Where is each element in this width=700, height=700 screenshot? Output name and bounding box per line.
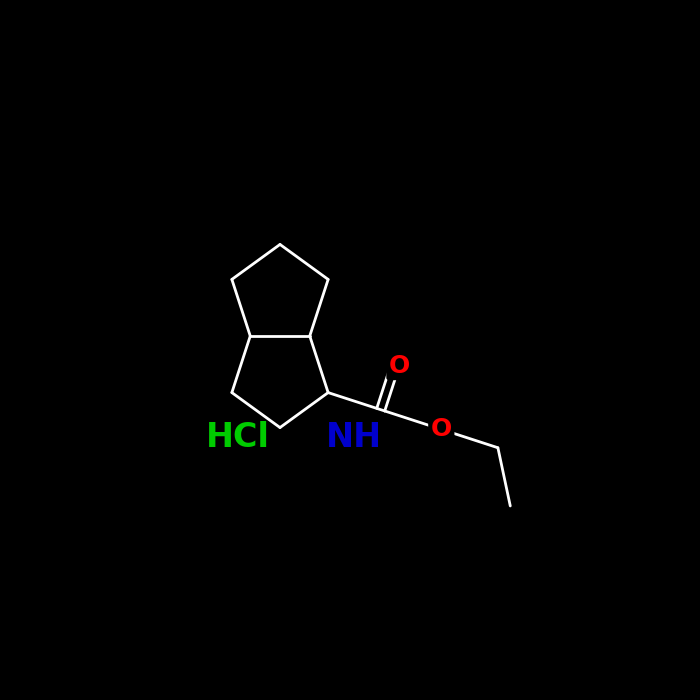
Text: NH: NH bbox=[326, 421, 382, 454]
Text: HCl: HCl bbox=[206, 421, 270, 454]
Text: O: O bbox=[389, 354, 410, 378]
Text: O: O bbox=[430, 417, 452, 442]
